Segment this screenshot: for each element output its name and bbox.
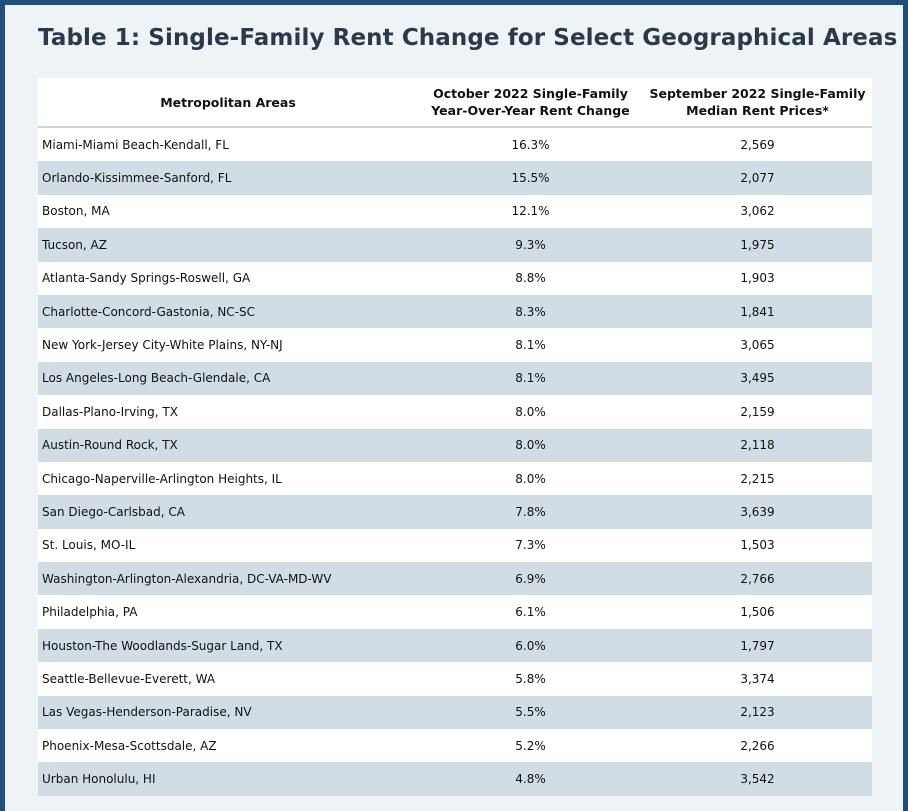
metro-area-cell: Tucson, AZ xyxy=(38,228,418,262)
metro-area-cell: Orlando-Kissimmee-Sanford, FL xyxy=(38,161,418,195)
table-row: San Diego-Carlsbad, CA 7.8% 3,639 xyxy=(38,495,872,529)
column-header-yoy-change: October 2022 Single-Family Year-Over-Yea… xyxy=(418,78,643,128)
table-header-row: Metropolitan Areas October 2022 Single-F… xyxy=(38,78,872,128)
metro-area-cell: Charlotte-Concord-Gastonia, NC-SC xyxy=(38,294,418,329)
median-rent-cell: 1,841 xyxy=(643,294,872,329)
rent-change-cell: 6.9% xyxy=(418,562,643,596)
metro-area-cell: Washington-Arlington-Alexandria, DC-VA-M… xyxy=(38,562,418,596)
column-header-line: September 2022 Single-Family xyxy=(649,86,866,101)
rent-change-cell: 4.8% xyxy=(418,762,643,796)
rent-change-cell: 6.0% xyxy=(418,628,643,663)
rent-change-cell: 8.1% xyxy=(418,361,643,396)
rent-change-cell: 8.0% xyxy=(418,461,643,496)
metro-area-cell: New York-Jersey City-White Plains, NY-NJ xyxy=(38,328,418,362)
median-rent-cell: 3,542 xyxy=(643,762,872,796)
median-rent-cell: 1,506 xyxy=(643,595,872,629)
table-row: Austin-Round Rock, TX 8.0% 2,118 xyxy=(38,428,872,462)
metro-area-cell: Dallas-Plano-Irving, TX xyxy=(38,395,418,429)
rent-change-cell: 7.8% xyxy=(418,495,643,529)
table-row: Washington-Arlington-Alexandria, DC-VA-M… xyxy=(38,562,872,596)
table-row: St. Louis, MO-IL 7.3% 1,503 xyxy=(38,528,872,563)
metro-area-cell: Austin-Round Rock, TX xyxy=(38,428,418,462)
column-header-line: Metropolitan Areas xyxy=(160,94,296,110)
median-rent-cell: 2,159 xyxy=(643,395,872,429)
table-title: Table 1: Single-Family Rent Change for S… xyxy=(38,25,898,51)
median-rent-cell: 1,903 xyxy=(643,261,872,295)
metro-area-cell: Houston-The Woodlands-Sugar Land, TX xyxy=(38,628,418,663)
table-row: Las Vegas-Henderson-Paradise, NV 5.5% 2,12… xyxy=(38,695,872,730)
rent-change-cell: 9.3% xyxy=(418,228,643,262)
metro-area-cell: Philadelphia, PA xyxy=(38,595,418,629)
metro-area-cell: Urban Honolulu, HI xyxy=(38,762,418,796)
rent-change-cell: 15.5% xyxy=(418,161,643,195)
metro-area-cell: Phoenix-Mesa-Scottsdale, AZ xyxy=(38,729,418,763)
table-row: Philadelphia, PA 6.1% 1,506 xyxy=(38,595,872,629)
metro-area-cell: St. Louis, MO-IL xyxy=(38,528,418,563)
table-row: Charlotte-Concord-Gastonia, NC-SC 8.3% 1,8… xyxy=(38,294,872,329)
metro-area-cell: Boston, MA xyxy=(38,194,418,229)
metro-area-cell: Las Vegas-Henderson-Paradise, NV xyxy=(38,695,418,730)
table-row: Seattle-Bellevue-Everett, WA 5.8% 3,374 xyxy=(38,662,872,696)
rent-change-cell: 12.1% xyxy=(418,194,643,229)
table-row: Boston, MA 12.1% 3,062 xyxy=(38,194,872,229)
median-rent-cell: 2,215 xyxy=(643,461,872,496)
median-rent-cell: 1,975 xyxy=(643,228,872,262)
column-header-line: October 2022 Single-Family xyxy=(433,86,628,101)
median-rent-cell: 2,266 xyxy=(643,729,872,763)
column-header-line: Year-Over-Year Rent Change xyxy=(431,103,630,118)
table-row: Phoenix-Mesa-Scottsdale, AZ 5.2% 2,266 xyxy=(38,729,872,763)
median-rent-cell: 3,065 xyxy=(643,328,872,362)
median-rent-cell: 3,062 xyxy=(643,194,872,229)
median-rent-cell: 2,766 xyxy=(643,562,872,596)
median-rent-cell: 3,495 xyxy=(643,361,872,396)
rent-change-cell: 8.0% xyxy=(418,395,643,429)
table-row: Dallas-Plano-Irving, TX 8.0% 2,159 xyxy=(38,395,872,429)
rent-change-cell: 8.3% xyxy=(418,294,643,329)
table-row: Chicago-Naperville-Arlington Heights, IL… xyxy=(38,461,872,496)
metro-area-cell: Los Angeles-Long Beach-Glendale, CA xyxy=(38,361,418,396)
median-rent-cell: 1,797 xyxy=(643,628,872,663)
column-header-line: Median Rent Prices* xyxy=(686,103,829,118)
rent-change-cell: 8.1% xyxy=(418,328,643,362)
table-row: Urban Honolulu, HI 4.8% 3,542 xyxy=(38,762,872,796)
rent-change-cell: 5.8% xyxy=(418,662,643,696)
table-row: Los Angeles-Long Beach-Glendale, CA 8.1% 3… xyxy=(38,361,872,396)
metro-area-cell: Chicago-Naperville-Arlington Heights, IL xyxy=(38,461,418,496)
rent-change-table: Metropolitan Areas October 2022 Single-F… xyxy=(38,78,872,796)
median-rent-cell: 2,118 xyxy=(643,428,872,462)
column-header-metro-areas: Metropolitan Areas xyxy=(38,78,418,128)
metro-area-cell: Seattle-Bellevue-Everett, WA xyxy=(38,662,418,696)
median-rent-cell: 2,569 xyxy=(643,127,872,162)
table-row: Miami-Miami Beach-Kendall, FL 16.3% 2,569 xyxy=(38,127,872,162)
rent-change-cell: 8.0% xyxy=(418,428,643,462)
table-row: Orlando-Kissimmee-Sanford, FL 15.5% 2,077 xyxy=(38,161,872,195)
table-row: Tucson, AZ 9.3% 1,975 xyxy=(38,228,872,262)
table-row: New York-Jersey City-White Plains, NY-NJ… xyxy=(38,328,872,362)
metro-area-cell: Miami-Miami Beach-Kendall, FL xyxy=(38,127,418,162)
table-row: Atlanta-Sandy Springs-Roswell, GA 8.8% 1,9… xyxy=(38,261,872,295)
rent-change-cell: 5.2% xyxy=(418,729,643,763)
median-rent-cell: 3,374 xyxy=(643,662,872,696)
median-rent-cell: 2,077 xyxy=(643,161,872,195)
rent-change-cell: 5.5% xyxy=(418,695,643,730)
column-header-median-rent: September 2022 Single-Family Median Rent… xyxy=(643,78,872,128)
rent-change-cell: 8.8% xyxy=(418,261,643,295)
rent-change-cell: 16.3% xyxy=(418,127,643,162)
rent-change-cell: 7.3% xyxy=(418,528,643,563)
metro-area-cell: San Diego-Carlsbad, CA xyxy=(38,495,418,529)
median-rent-cell: 2,123 xyxy=(643,695,872,730)
table-body: Miami-Miami Beach-Kendall, FL 16.3% 2,569 O… xyxy=(38,127,872,796)
median-rent-cell: 3,639 xyxy=(643,495,872,529)
metro-area-cell: Atlanta-Sandy Springs-Roswell, GA xyxy=(38,261,418,295)
table-row: Houston-The Woodlands-Sugar Land, TX 6.0%… xyxy=(38,628,872,663)
median-rent-cell: 1,503 xyxy=(643,528,872,563)
rent-change-cell: 6.1% xyxy=(418,595,643,629)
